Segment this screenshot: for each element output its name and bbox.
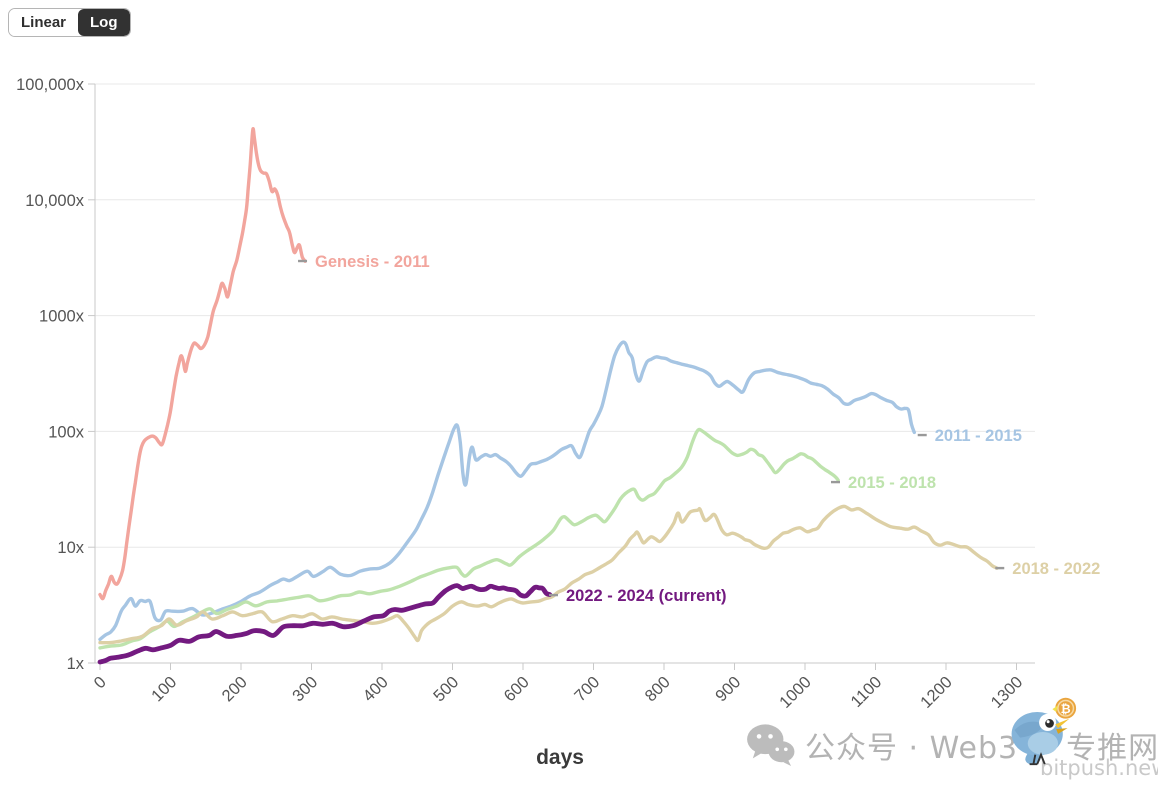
scale-toggle: Linear Log (8, 8, 131, 37)
series-lines (97, 127, 999, 665)
series-label-2018-2022: 2018 - 2022 (1012, 560, 1100, 578)
series-label-2022-2024-current: 2022 - 2024 (current) (566, 587, 727, 605)
y-tick-label: 10,000x (25, 192, 84, 210)
svg-text:₿: ₿ (1061, 702, 1071, 716)
watermark: 公众号 · Web3 ₿ 专推网 (746, 697, 1158, 779)
log-button[interactable]: Log (78, 9, 130, 36)
x-tick-label: 1000 (776, 673, 815, 712)
series-line-2022-2024-current (97, 583, 553, 665)
x-tick-label: 200 (219, 673, 251, 705)
x-tick-label: 600 (501, 673, 533, 705)
series-label-2015-2018: 2015 - 2018 (848, 474, 936, 492)
series-line-genesis-2011 (98, 127, 307, 601)
x-tick-label: 0 (91, 673, 110, 692)
x-tick-label: 800 (642, 673, 674, 705)
x-tick-label: 1200 (917, 673, 956, 712)
x-tick-label: 700 (571, 673, 603, 705)
y-tick-label: 100x (48, 423, 85, 441)
x-tick-label: 1100 (848, 673, 886, 711)
gridlines (95, 83, 1035, 664)
x-tick-label: 400 (360, 673, 392, 705)
watermark-site: bitpush.news (1040, 756, 1158, 780)
x-tick-label: 500 (430, 673, 462, 705)
x-tick-label: 100 (148, 673, 180, 705)
series-label-2011-2015: 2011 - 2015 (935, 427, 1022, 445)
y-tick-label: 1000x (39, 308, 85, 326)
y-tick-label: 100,000x (16, 76, 85, 94)
wechat-icon (746, 723, 796, 767)
series-labels: Genesis - 2011 2011 - 2015 2015 - 2018 2018… (298, 253, 1100, 605)
x-tick-label: 900 (712, 673, 744, 705)
y-tick-label: 1x (67, 655, 85, 673)
twitter-bird-bitcoin-icon: ₿ (1002, 694, 1080, 773)
watermark-account-prefix: 公众号 · Web3 (805, 730, 1019, 766)
series-line-2011-2015 (98, 340, 916, 642)
series-line-2018-2022 (98, 504, 999, 645)
y-tick-label: 10x (57, 539, 84, 557)
x-tick-label: 300 (289, 673, 321, 705)
watermark-account-suffix: 专推网 (1066, 730, 1158, 766)
series-line-2015-2018 (98, 427, 840, 650)
linear-button[interactable]: Linear (9, 9, 79, 36)
series-label-genesis-2011: Genesis - 2011 (315, 253, 430, 271)
x-axis-title: days (536, 746, 584, 769)
